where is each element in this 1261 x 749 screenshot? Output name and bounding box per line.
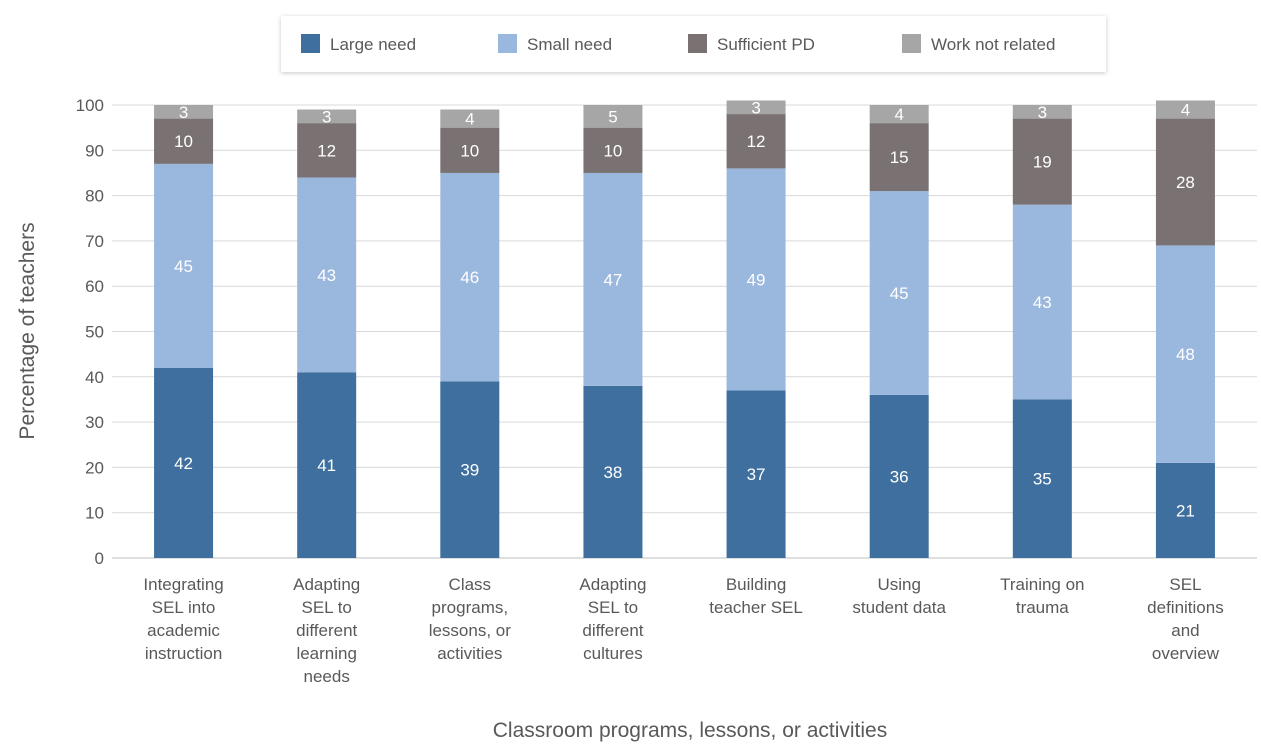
- data-label: 12: [317, 141, 336, 160]
- x-tick-label: Adapting SEL to different learning needs: [293, 575, 360, 686]
- bar-segment: [583, 105, 643, 128]
- legend-label: Work not related: [931, 35, 1055, 54]
- y-tick-label: 40: [85, 368, 104, 387]
- x-tick-label: Training on trauma: [1000, 575, 1084, 617]
- y-tick-label: 30: [85, 413, 104, 432]
- x-tick-label: Building teacher SEL: [709, 575, 803, 617]
- gridlines: [112, 104, 1257, 559]
- bar-segment: [583, 172, 643, 386]
- bar-segment: [869, 191, 929, 395]
- y-tick-label: 20: [85, 458, 104, 477]
- y-axis-ticks: 0 10 20 30 40 50 60 70 80 90 100: [76, 96, 104, 568]
- bar-segment: [440, 381, 500, 558]
- data-label: 43: [1033, 293, 1052, 312]
- legend-label: Sufficient PD: [717, 35, 815, 54]
- data-label: 47: [603, 270, 622, 289]
- legend-swatch: [301, 34, 320, 53]
- bar-segment: [869, 105, 929, 124]
- legend-swatch: [688, 34, 707, 53]
- bar-segment: [583, 127, 643, 173]
- legend: Large need Small need Sufficient PD Work no…: [281, 16, 1106, 72]
- bar-segment: [154, 118, 214, 164]
- data-label: 42: [174, 454, 193, 473]
- bar-segment: [726, 168, 786, 391]
- data-label: 39: [460, 461, 479, 480]
- bar-segment: [869, 123, 929, 192]
- bars: 4245103414312339461043847105374912336451…: [154, 98, 1215, 558]
- bar-segment: [1012, 204, 1072, 400]
- data-label: 46: [460, 268, 479, 287]
- legend-label: Large need: [330, 35, 416, 54]
- x-axis-category-labels: Integrating SEL into academic instruction Ad…: [143, 575, 1223, 686]
- bar-segment: [154, 105, 214, 119]
- bar-segment: [869, 394, 929, 558]
- data-label: 45: [890, 284, 909, 303]
- bar-segment: [440, 172, 500, 382]
- bar-segment: [1155, 462, 1215, 558]
- bar-segment: [1012, 118, 1072, 205]
- data-label: 49: [747, 270, 766, 289]
- bar-segment: [297, 177, 357, 373]
- bar-segment: [297, 123, 357, 178]
- data-label: 15: [890, 148, 909, 167]
- bar-segment: [154, 163, 214, 368]
- data-label: 3: [322, 107, 331, 126]
- legend-label: Small need: [527, 35, 612, 54]
- data-label: 10: [174, 132, 193, 151]
- data-label: 3: [179, 103, 188, 122]
- x-tick-label: Adapting SEL to different cultures: [579, 575, 646, 663]
- data-label: 28: [1176, 173, 1195, 192]
- y-tick-label: 0: [95, 549, 104, 568]
- data-label: 4: [465, 110, 474, 129]
- bar-segment: [583, 385, 643, 558]
- data-label: 4: [1181, 101, 1190, 120]
- bar-segment: [726, 390, 786, 558]
- data-label: 10: [603, 141, 622, 160]
- data-label: 41: [317, 456, 336, 475]
- bar-segment: [1012, 399, 1072, 558]
- data-label: 38: [603, 463, 622, 482]
- data-label: 21: [1176, 501, 1195, 520]
- data-label: 45: [174, 257, 193, 276]
- bar-segment: [297, 109, 357, 124]
- legend-swatch: [498, 34, 517, 53]
- data-label: 43: [317, 266, 336, 285]
- bar-segment: [440, 109, 500, 128]
- x-tick-label: SEL definitions and overview: [1147, 575, 1224, 663]
- y-tick-label: 60: [85, 277, 104, 296]
- data-label: 10: [460, 141, 479, 160]
- x-tick-label: Integrating SEL into academic instruction: [143, 575, 223, 663]
- data-label: 35: [1033, 470, 1052, 489]
- bar-segment: [297, 372, 357, 558]
- bar-segment: [154, 367, 214, 558]
- bar-segment: [726, 114, 786, 169]
- bar-segment: [726, 100, 786, 115]
- data-label: 37: [747, 465, 766, 484]
- data-label: 5: [608, 107, 617, 126]
- y-tick-label: 90: [85, 141, 104, 160]
- bar-segment: [1155, 118, 1215, 246]
- x-tick-label: Using student data: [852, 575, 946, 617]
- data-label: 3: [1038, 103, 1047, 122]
- data-label: 12: [747, 132, 766, 151]
- bar-segment: [1155, 245, 1215, 463]
- x-tick-label: Class programs, lessons, or activities: [429, 575, 512, 663]
- y-axis-title: Percentage of teachers: [16, 222, 39, 439]
- data-label: 4: [894, 105, 903, 124]
- data-label: 19: [1033, 153, 1052, 172]
- y-tick-label: 80: [85, 187, 104, 206]
- y-tick-label: 10: [85, 504, 104, 523]
- data-label: 48: [1176, 345, 1195, 364]
- bar-segment: [440, 127, 500, 173]
- x-axis-title: Classroom programs, lessons, or activiti…: [493, 719, 887, 742]
- data-label: 36: [890, 467, 909, 486]
- y-tick-label: 70: [85, 232, 104, 251]
- y-tick-label: 100: [76, 96, 104, 115]
- bar-segment: [1155, 100, 1215, 119]
- legend-swatch: [902, 34, 921, 53]
- bar-segment: [1012, 105, 1072, 119]
- y-tick-label: 50: [85, 323, 104, 342]
- data-label: 3: [751, 98, 760, 117]
